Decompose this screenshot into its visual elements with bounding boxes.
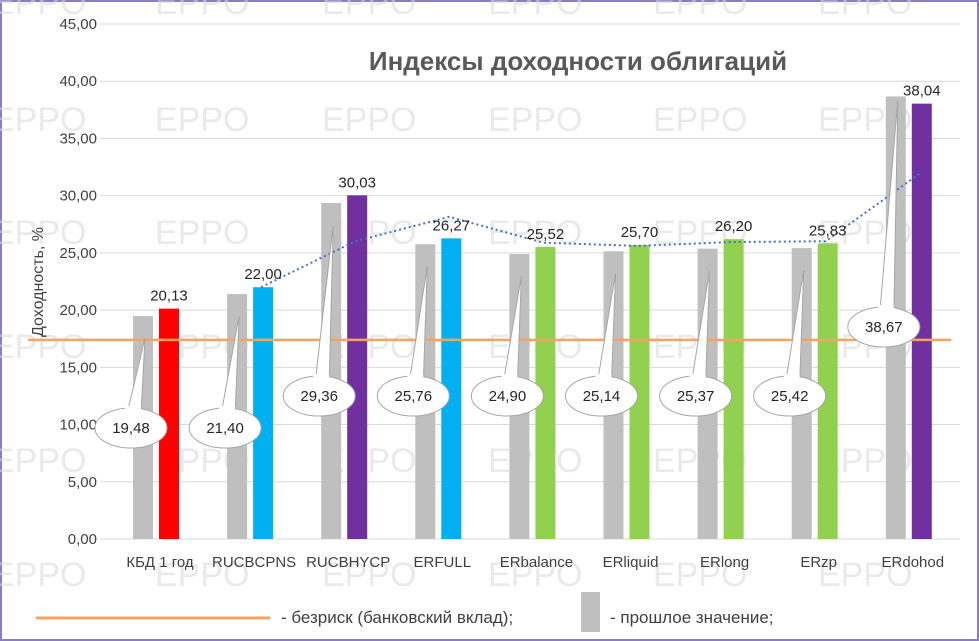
watermark-text: EPPO xyxy=(322,101,416,139)
current-value-label: 26,27 xyxy=(433,217,471,234)
watermark-text: EPPO xyxy=(0,328,86,366)
callout-join xyxy=(125,406,141,412)
bar-current xyxy=(911,103,932,540)
legend-prev-swatch xyxy=(581,592,600,632)
watermark-text: EPPO xyxy=(155,214,249,252)
x-category-label: ERdohod xyxy=(882,554,945,571)
y-axis-label: Доходность, % xyxy=(30,227,47,337)
y-tick-label: 45,00 xyxy=(59,16,97,33)
watermark-text: EPPO xyxy=(488,442,582,480)
y-tick-label: 15,00 xyxy=(59,359,97,376)
x-category-label: RUCBCPNS xyxy=(212,554,296,571)
watermark-text: EPPO xyxy=(0,214,86,252)
watermark-text: EPPO xyxy=(818,556,912,594)
bar-current xyxy=(347,195,368,539)
x-category-label: КБД 1 год xyxy=(126,554,194,571)
watermark-text: EPPO xyxy=(322,0,416,22)
watermark-text: EPPO xyxy=(488,101,582,139)
callout-join xyxy=(219,406,236,412)
bar-current xyxy=(535,246,556,539)
prev-value-label: 21,40 xyxy=(206,420,244,437)
watermark-text: EPPO xyxy=(0,101,86,139)
legend-riskfree-label: - безриск (банковский вклад); xyxy=(281,608,513,627)
watermark-text: EPPO xyxy=(155,101,249,139)
x-category-label: ERzp xyxy=(800,554,837,571)
prev-value-label: 25,76 xyxy=(395,388,433,405)
x-category-label: ERlong xyxy=(700,554,749,571)
bar-current xyxy=(723,239,744,539)
watermark-text: EPPO xyxy=(0,556,86,594)
watermark-text: EPPO xyxy=(488,214,582,252)
watermark-text: EPPO xyxy=(653,101,747,139)
watermark-text: EPPO xyxy=(488,556,582,594)
callout-join xyxy=(313,374,330,380)
watermark-text: EPPO xyxy=(322,556,416,594)
watermark-text: EPPO xyxy=(155,0,249,22)
prev-value-label: 25,42 xyxy=(771,388,809,405)
bar-current xyxy=(441,238,462,540)
x-axis-categories: КБД 1 год RUCBCPNS RUCBHYCP ERFULL ERbalance… xyxy=(126,554,944,571)
watermark-text: EPPO xyxy=(653,556,747,594)
y-tick-label: 40,00 xyxy=(59,73,97,90)
bar-current xyxy=(629,244,650,539)
y-tick-label: 25,00 xyxy=(59,245,97,262)
bar-current xyxy=(817,243,838,539)
trendline-path xyxy=(260,172,921,289)
bar-current xyxy=(253,287,274,539)
prev-value-label: 29,36 xyxy=(300,388,338,405)
y-tick-label: 20,00 xyxy=(59,302,97,319)
prev-value-label: 25,37 xyxy=(677,388,715,405)
current-value-label: 22,00 xyxy=(244,266,282,283)
y-tick-label: 0,00 xyxy=(68,531,97,548)
current-value-label: 26,20 xyxy=(715,218,753,235)
current-value-label: 25,52 xyxy=(527,226,565,243)
watermark-text: EPPO xyxy=(818,0,912,22)
y-axis-ticks: 0,00 5,00 10,00 15,00 20,00 25,00 30,00 35,00 40… xyxy=(59,16,97,548)
legend: - безриск (банковский вклад); - прошлое … xyxy=(36,592,774,632)
watermark-text: EPPO xyxy=(155,556,249,594)
prev-value-label: 25,14 xyxy=(583,388,621,405)
watermark-text: EPPO xyxy=(488,328,582,366)
y-tick-label: 35,00 xyxy=(59,130,97,147)
callout-join xyxy=(595,374,612,380)
prev-value-callouts: 19,48 21,40 29,36 25,76 24,90 25,14 25,37 25,42… xyxy=(94,100,921,449)
legend-prev-label: - прошлое значение; xyxy=(610,608,774,627)
chart-title: Индексы доходности облигаций xyxy=(369,46,787,76)
current-value-label: 25,83 xyxy=(809,222,847,239)
watermark-text: EPPO xyxy=(0,0,86,22)
x-category-label: ERliquid xyxy=(603,554,659,571)
x-category-label: ERFULL xyxy=(414,554,472,571)
x-category-label: ERbalance xyxy=(500,554,573,571)
current-value-label: 25,70 xyxy=(621,224,659,241)
bar-current xyxy=(159,308,179,539)
watermark-text: EPPO xyxy=(653,0,747,22)
y-tick-label: 30,00 xyxy=(59,188,97,205)
current-value-label: 20,13 xyxy=(150,288,188,305)
callout-join xyxy=(407,374,424,380)
prev-value-label: 38,67 xyxy=(865,319,903,336)
callout-join xyxy=(877,305,894,311)
watermark-text: EPPO xyxy=(488,0,582,22)
callout-join xyxy=(501,374,518,380)
current-value-label: 38,04 xyxy=(903,83,941,100)
trendline xyxy=(260,172,921,289)
prev-value-label: 24,90 xyxy=(489,388,527,405)
x-category-label: RUCBHYCP xyxy=(306,554,390,571)
current-value-label: 30,03 xyxy=(338,174,376,191)
callout-join xyxy=(783,374,800,380)
y-tick-label: 5,00 xyxy=(68,474,97,491)
current-value-labels: 20,13 22,00 30,03 26,27 25,52 25,70 26,20 25,83… xyxy=(150,83,940,305)
prev-value-label: 19,48 xyxy=(112,420,150,437)
y-tick-label: 10,00 xyxy=(59,417,97,434)
watermark-text: EPPO xyxy=(0,442,86,480)
callout-join xyxy=(689,374,706,380)
